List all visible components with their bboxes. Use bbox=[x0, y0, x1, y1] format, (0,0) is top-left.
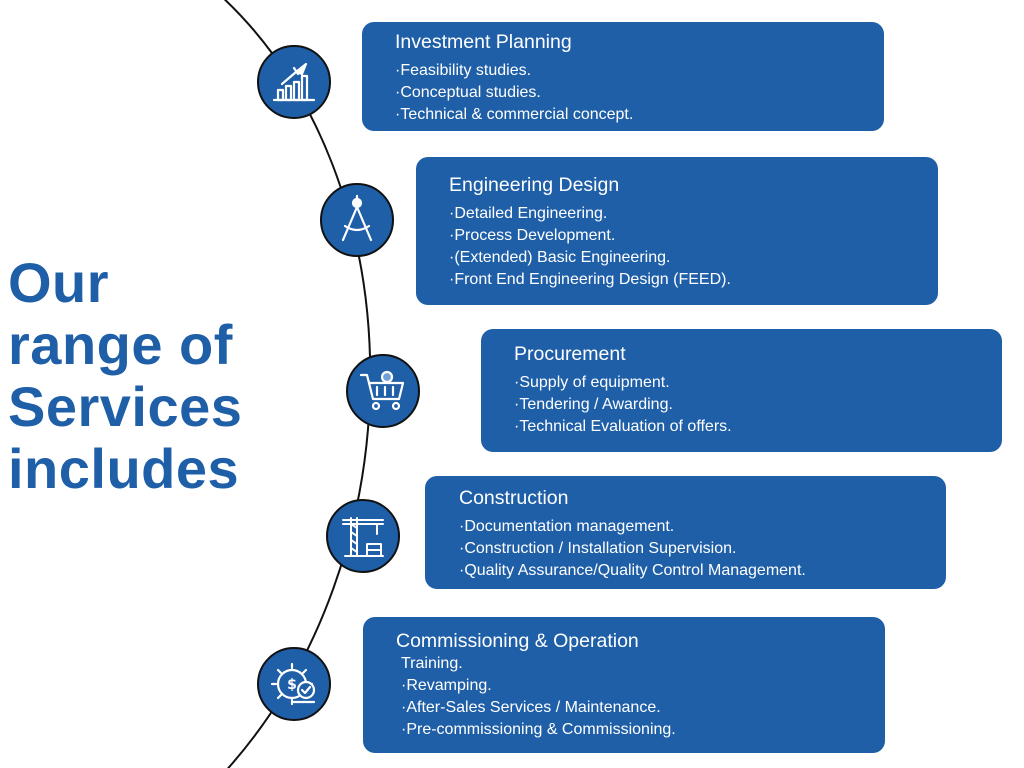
list-item: ·After-Sales Services / Maintenance. bbox=[401, 699, 661, 716]
title-line: Our bbox=[8, 251, 110, 314]
list-item: ·Supply of equipment. bbox=[514, 374, 670, 391]
service-card-construction: Construction ·Documentation management. … bbox=[425, 476, 946, 589]
service-card-investment-planning: Investment Planning ·Feasibility studies… bbox=[362, 22, 884, 131]
service-card-commissioning-operation: Commissioning & Operation Training. ·Rev… bbox=[363, 617, 885, 753]
card-title: Commissioning & Operation bbox=[396, 630, 639, 652]
list-item: ·Technical Evaluation of offers. bbox=[514, 418, 732, 435]
list-item: ·(Extended) Basic Engineering. bbox=[449, 249, 671, 266]
card-title: Engineering Design bbox=[449, 174, 620, 196]
construction-crane-icon bbox=[326, 499, 400, 573]
service-card-procurement: Procurement ·Supply of equipment. ·Tende… bbox=[481, 329, 1002, 452]
card-title: Investment Planning bbox=[395, 31, 572, 53]
rocket-growth-chart-icon bbox=[257, 45, 331, 119]
title-line: Services bbox=[8, 375, 243, 438]
list-item: ·Quality Assurance/Quality Control Manag… bbox=[459, 562, 806, 579]
card-title: Construction bbox=[459, 487, 569, 509]
shopping-cart-gear-icon bbox=[346, 354, 420, 428]
service-card-engineering-design: Engineering Design ·Detailed Engineering… bbox=[416, 157, 938, 305]
svg-text:$: $ bbox=[287, 677, 297, 693]
title-line: includes bbox=[8, 437, 240, 500]
drafting-compass-icon bbox=[320, 183, 394, 257]
list-item: ·Front End Engineering Design (FEED). bbox=[449, 271, 731, 288]
list-item: Training. bbox=[401, 655, 463, 672]
list-item: ·Tendering / Awarding. bbox=[514, 396, 673, 413]
list-item: ·Pre-commissioning & Commissioning. bbox=[401, 721, 676, 738]
page-title: Our range of Services includes bbox=[8, 252, 308, 500]
list-item: ·Detailed Engineering. bbox=[449, 205, 608, 222]
list-item: ·Technical & commercial concept. bbox=[395, 106, 634, 123]
list-item: ·Process Development. bbox=[449, 227, 616, 244]
list-item: ·Feasibility studies. bbox=[395, 62, 532, 79]
list-item: ·Revamping. bbox=[401, 677, 492, 694]
title-line: range of bbox=[8, 313, 233, 376]
gear-money-check-icon: $ bbox=[257, 647, 331, 721]
list-item: ·Conceptual studies. bbox=[395, 84, 541, 101]
card-title: Procurement bbox=[514, 343, 626, 365]
list-item: ·Construction / Installation Supervision… bbox=[459, 540, 737, 557]
list-item: ·Documentation management. bbox=[459, 518, 675, 535]
